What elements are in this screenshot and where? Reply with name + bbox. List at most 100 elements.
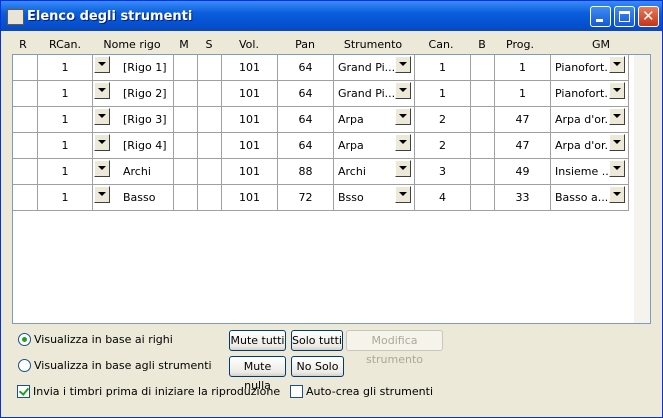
cell-text: 64 bbox=[298, 87, 313, 100]
column-header: M bbox=[179, 38, 189, 51]
button[interactable]: No Solo bbox=[291, 356, 344, 377]
cell-text: 101 bbox=[239, 165, 260, 178]
column-header: B bbox=[478, 38, 486, 51]
dropdown-button[interactable] bbox=[94, 186, 110, 203]
dropdown-button[interactable] bbox=[395, 108, 411, 125]
cell-text: 4 bbox=[439, 191, 446, 204]
cell-text: 1 bbox=[439, 61, 446, 74]
dropdown-button[interactable] bbox=[94, 108, 110, 125]
cell-text: 1 bbox=[61, 87, 69, 100]
button: Modifica strumento bbox=[346, 330, 443, 366]
table-cell: 1 bbox=[495, 55, 551, 81]
dropdown-button[interactable] bbox=[609, 134, 625, 151]
cell-text: Basso a... bbox=[555, 191, 609, 204]
table-cell: 101 bbox=[222, 185, 278, 211]
cell-text: 64 bbox=[298, 61, 313, 74]
table-cell bbox=[13, 107, 38, 133]
minimize-button[interactable] bbox=[590, 6, 611, 27]
dropdown-button[interactable] bbox=[94, 134, 110, 151]
radio-button[interactable] bbox=[18, 359, 31, 372]
dropdown-button[interactable] bbox=[395, 186, 411, 203]
dropdown-button[interactable] bbox=[94, 160, 110, 177]
table-cell: 1 bbox=[38, 81, 93, 107]
table-cell bbox=[13, 133, 38, 159]
cell-text: 33 bbox=[515, 191, 530, 204]
column-header: S bbox=[205, 38, 213, 51]
cell-text: Pianofort... bbox=[555, 87, 609, 100]
checkbox-label: Auto-crea gli strumenti bbox=[306, 385, 433, 398]
column-header: Pan bbox=[295, 38, 315, 51]
table-cell: 4 bbox=[415, 185, 471, 211]
cell-text: 101 bbox=[239, 139, 260, 152]
table-cell: Pianofort... bbox=[551, 55, 629, 81]
cell-text: 1 bbox=[519, 87, 526, 100]
table-cell: Arpa bbox=[334, 107, 415, 133]
table-cell: Basso a... bbox=[551, 185, 629, 211]
table-cell: 2 bbox=[415, 107, 471, 133]
cell-text: 2 bbox=[439, 139, 446, 152]
checkbox-label: Invia i timbri prima di iniziare la ripr… bbox=[33, 385, 281, 398]
cell-text: 47 bbox=[515, 113, 530, 126]
table-cell bbox=[13, 159, 38, 185]
column-header: Can. bbox=[428, 38, 454, 51]
cell-text: 49 bbox=[515, 165, 530, 178]
dropdown-button[interactable] bbox=[94, 56, 110, 73]
cell-text: Grand Pi... bbox=[338, 61, 395, 74]
table-cell: Archi bbox=[93, 159, 174, 185]
cell-text: Arpa bbox=[338, 113, 364, 126]
table-cell: Grand Pi... bbox=[334, 55, 415, 81]
table-cell: 49 bbox=[495, 159, 551, 185]
cell-text: Archi bbox=[338, 165, 366, 178]
table-cell: 88 bbox=[278, 159, 334, 185]
radio-label: Visualizza in base ai righi bbox=[34, 333, 173, 346]
table-cell: Basso bbox=[93, 185, 174, 211]
button[interactable]: Solo tutti bbox=[291, 330, 343, 351]
table-cell: 1 bbox=[38, 55, 93, 81]
close-button[interactable]: ✕ bbox=[638, 6, 659, 27]
table-cell: [Rigo 4] bbox=[93, 133, 174, 159]
cell-text: 72 bbox=[298, 191, 313, 204]
table-cell: 1 bbox=[38, 107, 93, 133]
table-cell: Arpa d'or... bbox=[551, 133, 629, 159]
button[interactable]: Mute tutti bbox=[229, 330, 286, 351]
table-cell: 72 bbox=[278, 185, 334, 211]
cell-text: Grand Pi... bbox=[338, 87, 395, 100]
table-cell: 1 bbox=[38, 185, 93, 211]
table-cell bbox=[471, 159, 495, 185]
table-cell: 47 bbox=[495, 107, 551, 133]
button[interactable]: Mute nulla bbox=[229, 356, 286, 392]
table-cell: 33 bbox=[495, 185, 551, 211]
column-header: Nome rigo bbox=[103, 38, 161, 51]
table-cell: [Rigo 2] bbox=[93, 81, 174, 107]
cell-text: 1 bbox=[61, 165, 69, 178]
checkbox[interactable] bbox=[17, 385, 30, 398]
table-cell: Grand Pi... bbox=[334, 81, 415, 107]
dropdown-button[interactable] bbox=[609, 186, 625, 203]
dropdown-button[interactable] bbox=[609, 82, 625, 99]
dropdown-button[interactable] bbox=[609, 160, 625, 177]
column-header: RCan. bbox=[49, 38, 81, 51]
table-cell: Arpa d'or... bbox=[551, 107, 629, 133]
dropdown-button[interactable] bbox=[94, 82, 110, 99]
dropdown-button[interactable] bbox=[609, 108, 625, 125]
dropdown-button[interactable] bbox=[609, 56, 625, 73]
table-cell: 101 bbox=[222, 159, 278, 185]
dropdown-button[interactable] bbox=[395, 56, 411, 73]
dropdown-button[interactable] bbox=[395, 134, 411, 151]
cell-text: Archi bbox=[123, 165, 151, 178]
cell-text: 1 bbox=[61, 61, 69, 74]
cell-text: [Rigo 1] bbox=[123, 61, 167, 74]
scrollbar[interactable] bbox=[634, 55, 650, 323]
cell-text: 1 bbox=[61, 139, 69, 152]
dropdown-button[interactable] bbox=[395, 160, 411, 177]
maximize-button[interactable] bbox=[614, 6, 635, 27]
table-cell: Arpa bbox=[334, 133, 415, 159]
column-header: Strumento bbox=[343, 38, 403, 51]
table-cell bbox=[174, 185, 198, 211]
cell-text: [Rigo 3] bbox=[123, 113, 167, 126]
cell-text: Arpa bbox=[338, 139, 364, 152]
radio-button[interactable] bbox=[18, 333, 31, 346]
checkbox[interactable] bbox=[290, 385, 303, 398]
dropdown-button[interactable] bbox=[395, 82, 411, 99]
